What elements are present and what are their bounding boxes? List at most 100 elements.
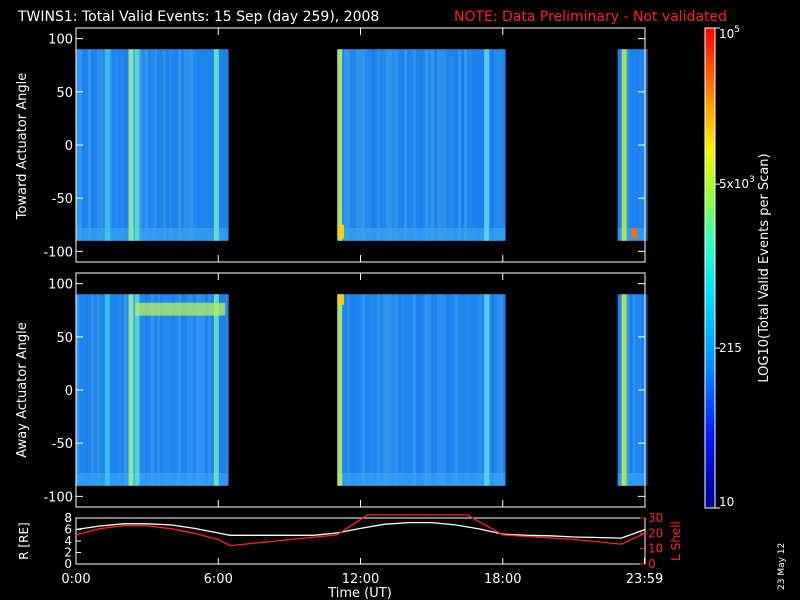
heatmap-bright-column	[134, 49, 140, 241]
heatmap-streak	[160, 294, 163, 486]
radius-line	[75, 521, 646, 539]
heatmap-streak	[493, 294, 497, 486]
heatmap-streak	[373, 294, 377, 486]
heatmap-streak	[394, 294, 398, 486]
heatmap-streak	[340, 49, 344, 241]
heatmap-streak	[469, 294, 473, 486]
heatmap-streak	[379, 49, 383, 241]
heatmap-streak	[220, 49, 223, 241]
heatmap-streak	[364, 294, 368, 486]
heatmap-streak	[448, 49, 452, 241]
radius-axis-label: R [RE]	[17, 522, 31, 559]
heatmap-bright-column	[337, 49, 343, 241]
colorbar-tick-label: 5x103	[719, 175, 755, 191]
colorbar-tick-label: 10	[719, 495, 734, 509]
heatmap-streak	[421, 294, 425, 486]
heatmap-streak	[463, 49, 467, 241]
heatmap-streak	[632, 294, 636, 486]
heatmap-streak	[127, 294, 130, 486]
heatmap-streak	[412, 294, 416, 486]
lshell-tick-label: 0	[648, 557, 656, 571]
heatmap-streak	[394, 49, 398, 241]
heatmap-streak	[355, 294, 359, 486]
heatmap-streak	[421, 49, 425, 241]
heatmap-streak	[145, 49, 148, 241]
footer-date: 23 May 12	[777, 543, 787, 590]
heatmap-streak	[451, 49, 455, 241]
colorbar-frame	[704, 27, 716, 509]
heatmap-streak	[94, 294, 97, 486]
heatmap-streak	[142, 294, 145, 486]
heatmap-streak	[103, 49, 106, 241]
heatmap-streak	[478, 49, 482, 241]
heatmap-streak	[358, 294, 362, 486]
heatmap-streak	[502, 49, 506, 241]
heatmap-streak	[163, 49, 166, 241]
time-x-ticks: 0:00 6:00 12:00 18:00 23:59	[61, 558, 663, 587]
y-tick-label: -50	[52, 437, 73, 452]
heatmap-bright-column	[621, 294, 627, 486]
heatmap-streak	[644, 294, 648, 486]
heatmap-streak	[415, 49, 419, 241]
heatmap-bright-column	[104, 294, 110, 486]
heatmap-streak	[178, 49, 181, 241]
heatmap-streak	[418, 294, 422, 486]
heatmap-bright-column	[128, 294, 134, 486]
heatmap-streak	[388, 49, 392, 241]
heatmap-streak	[436, 294, 440, 486]
heatmap-streak	[439, 294, 443, 486]
heatmap-streak	[124, 294, 127, 486]
heatmap-streak	[109, 294, 112, 486]
heatmap-streak	[635, 49, 639, 241]
heatmap-bright-column	[337, 294, 343, 486]
heatmap-streak	[442, 294, 446, 486]
heatmap-streak	[403, 294, 407, 486]
heatmap-lower-band	[337, 227, 506, 241]
heatmap-streak	[626, 49, 630, 241]
heatmap-streak	[97, 49, 100, 241]
lshell-axis-label: L Shell	[669, 521, 683, 561]
heatmap-streak	[388, 294, 392, 486]
heatmap-streak	[115, 49, 118, 241]
heatmap-streak	[496, 49, 500, 241]
heatmap-streak	[91, 49, 94, 241]
heatmap-streak	[139, 294, 142, 486]
heatmap-streak	[157, 49, 160, 241]
heatmap-bright-column	[484, 49, 490, 241]
heatmap-streak	[361, 49, 365, 241]
y-tick-label: 0	[65, 139, 73, 154]
heatmap-streak	[617, 49, 621, 241]
colorbar-label: LOG10(Total Valid Events per Scan)	[757, 153, 772, 382]
preliminary-note: NOTE: Data Preliminary - Not validated	[454, 9, 727, 25]
heatmap-streak	[124, 49, 127, 241]
hot-spot	[337, 294, 344, 305]
heatmap-streak	[629, 294, 633, 486]
heatmap-streak	[208, 49, 211, 241]
heatmap-streak	[211, 294, 214, 486]
heatmap-streak	[487, 49, 491, 241]
heatmap-streak	[487, 294, 491, 486]
heatmap-streak	[457, 294, 461, 486]
heatmap-streak	[127, 49, 130, 241]
heatmap-streak	[163, 294, 166, 486]
heatmap-streak	[202, 49, 205, 241]
heatmap-streak	[112, 49, 115, 241]
heatmap-streak	[226, 49, 229, 241]
hot-spot	[631, 227, 637, 239]
heatmap-streak	[481, 294, 485, 486]
heatmap-streak	[184, 49, 187, 241]
heatmap-streak	[400, 49, 404, 241]
heatmap-streak	[493, 49, 497, 241]
lshell-line	[75, 514, 646, 547]
heatmap-streak	[223, 294, 226, 486]
heatmap-streak	[466, 294, 470, 486]
heatmap-streak	[427, 294, 431, 486]
heatmap-streak	[358, 49, 362, 241]
heatmap-streak	[199, 294, 202, 486]
lshell-tick-label: 10	[648, 542, 663, 556]
heatmap-streak	[82, 49, 85, 241]
